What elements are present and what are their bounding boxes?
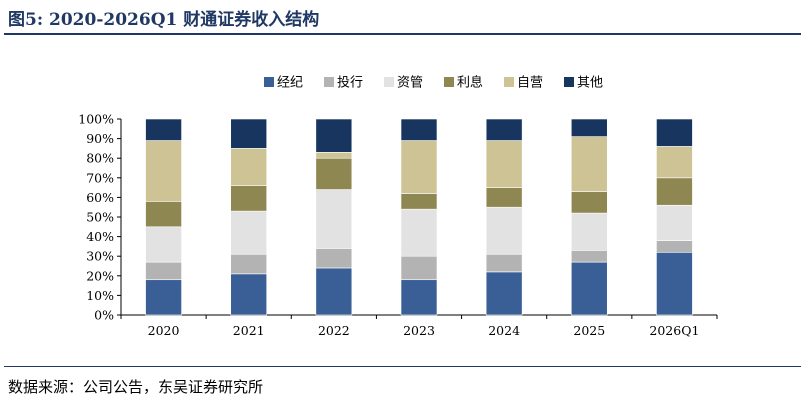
- legend-label: 投行: [337, 75, 363, 91]
- bar-segment: [145, 201, 182, 228]
- bar-segment: [315, 118, 353, 153]
- bar-segment: [400, 255, 438, 281]
- bar-segment: [400, 140, 438, 194]
- legend-swatch: [564, 77, 574, 87]
- y-tick-label: 0%: [94, 308, 114, 323]
- bar-segment: [145, 226, 182, 263]
- bar-segment: [145, 279, 182, 316]
- bar-segment: [400, 208, 438, 257]
- x-tick-label: 2023: [403, 323, 435, 338]
- bar-segment: [570, 118, 608, 137]
- y-tick-label: 30%: [86, 249, 114, 264]
- legend-label: 经纪: [277, 76, 303, 91]
- legend-swatch: [324, 77, 334, 87]
- bar-segment: [485, 271, 523, 316]
- bar-segment: [400, 279, 438, 316]
- y-tick-label: 40%: [86, 229, 114, 244]
- bar-segment: [656, 240, 693, 253]
- bar-segment: [485, 140, 523, 188]
- x-tick-label: 2020: [148, 323, 180, 338]
- legend-swatch: [384, 77, 394, 87]
- bar-segment: [656, 204, 693, 241]
- bar-segment: [656, 251, 693, 316]
- legend-label: 自营: [517, 76, 543, 91]
- legend-label: 资管: [397, 76, 423, 91]
- y-tick-label: 50%: [86, 210, 114, 225]
- bar-segment: [570, 136, 608, 192]
- y-tick-label: 10%: [86, 288, 114, 303]
- y-tick-label: 100%: [78, 112, 114, 127]
- source-note: 数据来源：公司公告，东吴证券研究所: [8, 378, 264, 396]
- bar-segment: [400, 193, 438, 210]
- bar-segment: [145, 261, 182, 281]
- bar-segment: [400, 118, 438, 141]
- bar-segment: [315, 189, 353, 249]
- bar-segment: [570, 212, 608, 251]
- y-tick-label: 70%: [86, 170, 114, 185]
- bar-segment: [656, 118, 693, 147]
- bar-segment: [230, 210, 268, 255]
- bar-segment: [570, 191, 608, 214]
- bar-segment: [230, 253, 268, 275]
- bar-segment: [145, 140, 182, 202]
- x-tick-label: 2022: [318, 323, 350, 338]
- x-tick-label: 2024: [488, 323, 520, 338]
- y-tick-label: 90%: [86, 131, 114, 146]
- bar-segment: [656, 146, 693, 179]
- figure-header: 图5: 2020-2026Q1 财通证券收入结构: [0, 0, 805, 35]
- legend-swatch: [504, 77, 514, 87]
- bar-segment: [145, 118, 182, 141]
- y-tick-label: 20%: [86, 268, 114, 283]
- chart-legend: 经纪 投行 资管 利息 自营 其他: [264, 75, 603, 91]
- bar-segment: [485, 118, 523, 141]
- bar-segment: [230, 273, 268, 316]
- bar-segment: [230, 148, 268, 186]
- legend-label: 其他: [577, 76, 603, 91]
- bar-segment: [315, 152, 353, 159]
- bar-segment: [315, 267, 353, 316]
- bar-segment: [656, 177, 693, 206]
- source-divider: [4, 366, 801, 367]
- bar-segment: [570, 261, 608, 316]
- bar-segment: [230, 118, 268, 149]
- chart-axes: 0% 10% 20% 30% 40% 50% 60% 70% 80% 90% 100% 2020 202…: [78, 112, 718, 338]
- bar-segment: [570, 250, 608, 263]
- legend-label: 利息: [457, 75, 483, 91]
- legend-swatch: [444, 77, 454, 87]
- bar-segment: [230, 185, 268, 212]
- bar-segment: [485, 206, 523, 255]
- y-tick-label: 60%: [86, 190, 114, 205]
- bar-segment: [315, 248, 353, 269]
- chart-bars: [145, 118, 693, 316]
- x-tick-label: 2021: [233, 323, 265, 338]
- y-tick-label: 80%: [86, 151, 114, 166]
- bar-segment: [485, 253, 523, 273]
- figure-title: 图5: 2020-2026Q1 财通证券收入结构: [8, 10, 320, 30]
- x-tick-label: 2025: [573, 323, 605, 338]
- bar-segment: [485, 187, 523, 208]
- x-tick-label: 2026Q1: [649, 323, 699, 338]
- bar-segment: [315, 157, 353, 190]
- legend-swatch: [264, 77, 274, 87]
- title-divider: [4, 33, 801, 35]
